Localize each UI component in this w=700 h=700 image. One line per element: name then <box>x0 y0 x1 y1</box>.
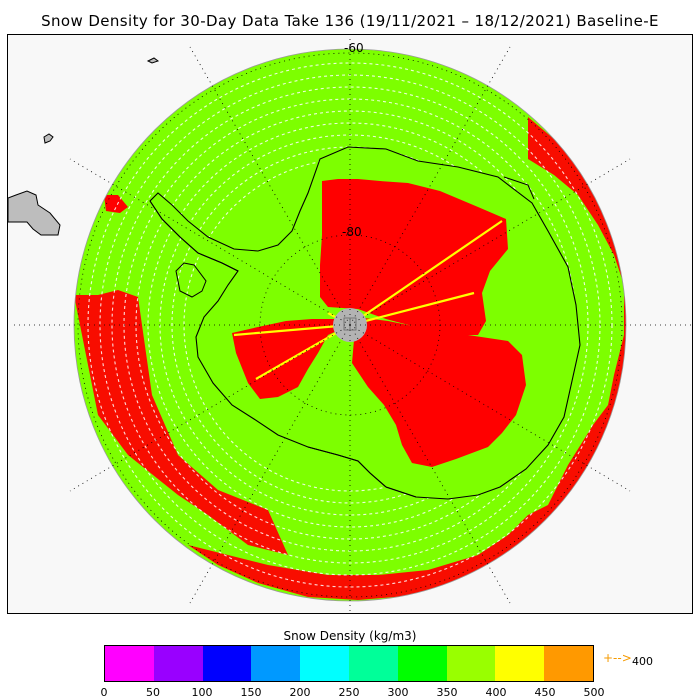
colorbar-tick-label: 200 <box>289 686 311 699</box>
amery-ice-edge <box>503 176 535 200</box>
colorbar-swatch <box>300 646 349 681</box>
colorbar-tick-label: 350 <box>436 686 458 699</box>
colorbar-swatch <box>153 646 203 681</box>
high-density-red-region-south <box>352 317 526 467</box>
colorbar-tick-label: 150 <box>240 686 262 699</box>
colorbar-tick-label: 500 <box>583 686 605 699</box>
lat-label-60: -60 <box>344 41 364 55</box>
ross-ice-edge <box>307 446 417 498</box>
colorbar-swatch <box>397 646 447 681</box>
colorbar-swatch <box>495 646 545 681</box>
colorbar-swatch <box>446 646 496 681</box>
overflow-arrow: +--> <box>603 651 632 665</box>
graticule <box>10 37 692 613</box>
colorbar-swatch <box>105 646 154 681</box>
colorbar-tick-label: 250 <box>338 686 360 699</box>
weddell-ice-edge <box>149 200 239 272</box>
lat-label-80: -80 <box>342 225 362 239</box>
colorbar-tick-label: 400 <box>485 686 507 699</box>
falkland-islands <box>43 133 54 144</box>
polar-map: -60 -80 <box>7 34 693 614</box>
colorbar-tick-label: 300 <box>387 686 409 699</box>
map-canvas: -60 -80 <box>8 37 692 613</box>
colorbar-tick-label: 450 <box>534 686 556 699</box>
left-edge-red-patch <box>104 195 128 213</box>
overflow-value: 400 <box>632 655 653 668</box>
colorbar-tick-label: 0 <box>100 686 108 699</box>
pole-marker <box>343 317 357 331</box>
colorbar-title: Snow Density (kg/m3) <box>283 629 417 643</box>
colorbar-swatch <box>202 646 252 681</box>
colorbar-tick-label: 100 <box>191 686 213 699</box>
colorbar <box>104 645 594 682</box>
colorbar-ticks: 0 50 100 150 200 250 300 350 400 450 500 <box>100 686 605 700</box>
colorbar-swatch <box>251 646 301 681</box>
colorbar-swatch <box>544 646 593 681</box>
colorbar-swatch <box>348 646 398 681</box>
land-masses <box>8 57 160 236</box>
antarctic-peninsula-coast <box>175 262 207 298</box>
south-america-tip <box>8 190 61 236</box>
south-georgia-island <box>146 57 160 64</box>
outer-left-red-band <box>74 290 288 555</box>
map-title: Snow Density for 30-Day Data Take 136 (1… <box>41 12 659 30</box>
colorbar-tick-label: 50 <box>146 686 160 699</box>
